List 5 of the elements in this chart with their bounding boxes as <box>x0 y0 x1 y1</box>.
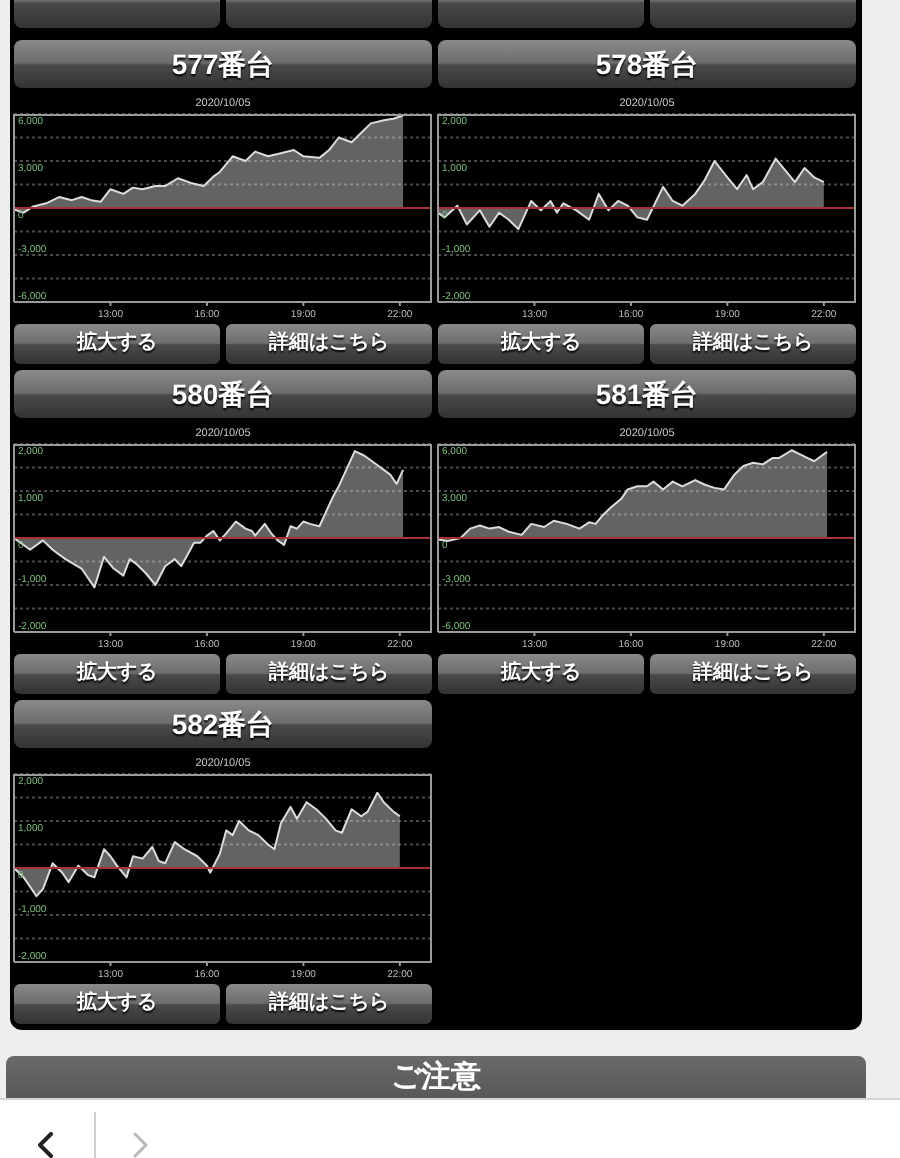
chart-title: 581番台 <box>595 378 699 410</box>
chart-title: 582番台 <box>171 708 275 740</box>
chart-title: 578番台 <box>595 48 699 80</box>
text: ご注意 <box>391 1060 481 1094</box>
chart-title: 580番台 <box>171 378 275 410</box>
